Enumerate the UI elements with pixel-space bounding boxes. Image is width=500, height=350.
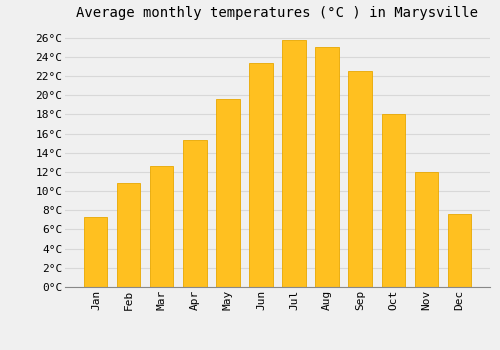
Bar: [448, 214, 470, 287]
Bar: [184, 140, 206, 287]
Bar: [216, 99, 240, 287]
Bar: [84, 217, 108, 287]
Bar: [414, 172, 438, 287]
Bar: [118, 183, 141, 287]
Bar: [316, 47, 338, 287]
Bar: [282, 41, 306, 287]
Bar: [382, 114, 404, 287]
Bar: [250, 63, 272, 287]
Bar: [150, 166, 174, 287]
Title: Average monthly temperatures (°C ) in Marysville: Average monthly temperatures (°C ) in Ma…: [76, 6, 478, 20]
Bar: [348, 71, 372, 287]
